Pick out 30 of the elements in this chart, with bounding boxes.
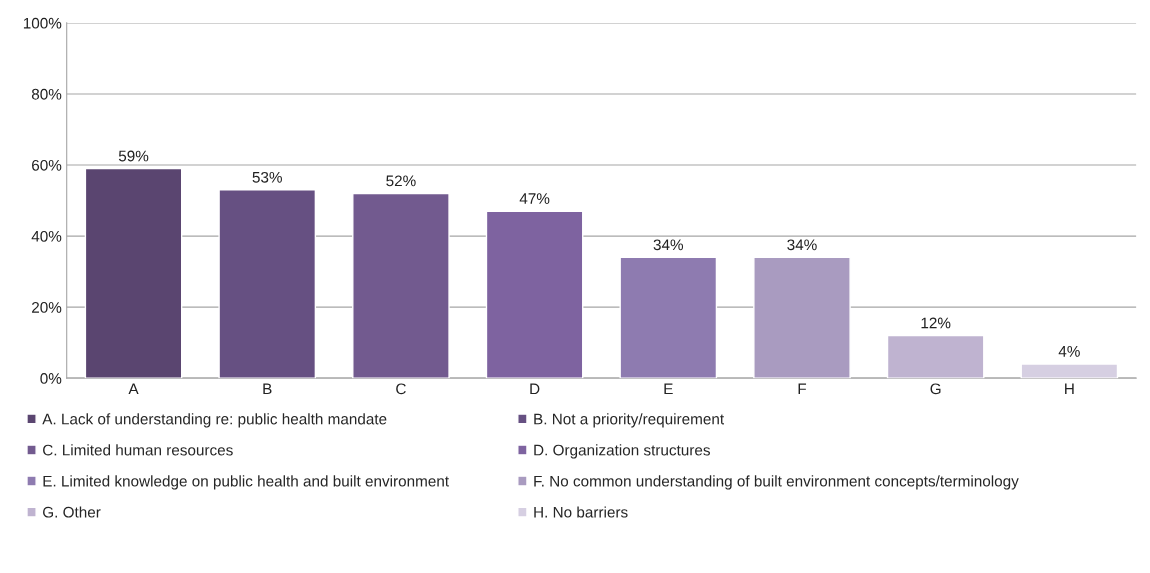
legend-label: E. Limited knowledge on public health and built environment: [43, 475, 449, 490]
x-tick-label: F: [798, 383, 807, 395]
y-tick-label: 0%: [40, 373, 62, 384]
legend-label: F. No common understanding of built environment concepts/terminology: [534, 475, 1019, 490]
x-tick-label: G: [930, 383, 941, 395]
x-tick-label: B: [263, 383, 272, 395]
legend-label: B. Not a priority/requirement: [534, 413, 724, 428]
data-label: 59%: [118, 150, 149, 162]
data-label: 47%: [519, 193, 550, 204]
data-label: 53%: [252, 171, 282, 183]
data-label: 52%: [386, 175, 416, 187]
x-tick-label: A: [128, 383, 139, 395]
data-label: 34%: [653, 239, 684, 251]
legend-label: D. Organization structures: [534, 444, 710, 459]
data-label: 34%: [787, 239, 817, 251]
x-tick-label: C: [396, 383, 406, 395]
data-label: 12%: [921, 317, 951, 329]
legend-label: A. Lack of understanding re: public health mandate: [42, 413, 387, 428]
y-tick-label: 20%: [32, 302, 62, 313]
y-tick-label: 100%: [23, 17, 62, 29]
y-tick-label: 80%: [31, 88, 62, 100]
legend-label: H. No barriers: [534, 506, 628, 518]
x-tick-label: H: [1065, 383, 1074, 395]
y-tick-label: 40%: [31, 230, 62, 242]
legend-label: G. Other: [43, 506, 101, 518]
legend-label: C. Limited human resources: [43, 444, 233, 456]
x-tick-label: D: [530, 383, 540, 395]
y-tick-label: 60%: [32, 159, 62, 171]
x-tick-label: E: [664, 383, 673, 395]
data-label: 4%: [1058, 346, 1080, 357]
